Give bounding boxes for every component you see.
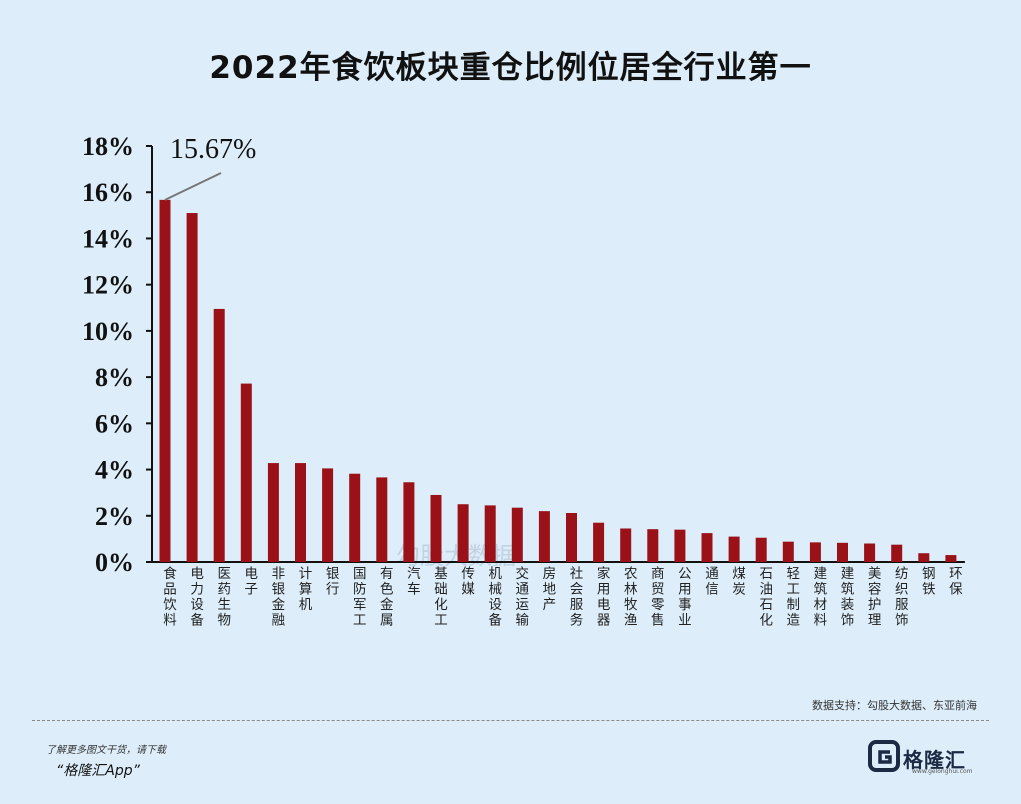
- bar: [295, 463, 306, 562]
- category-label: 电子: [245, 566, 259, 598]
- category-label: 煤炭: [732, 566, 746, 598]
- y-tick-label: 2%: [95, 502, 134, 531]
- bar: [349, 473, 361, 562]
- category-label: 公用事业: [678, 566, 692, 629]
- bar: [484, 505, 496, 562]
- logo-text: 格隆汇: [903, 748, 966, 772]
- bar: [620, 528, 632, 562]
- category-label: 银行: [326, 566, 340, 598]
- bar: [240, 383, 252, 562]
- category-label: 传媒: [461, 566, 475, 598]
- annotation-label: 15.67%: [170, 134, 256, 165]
- watermark-text: 勾股大数据: [396, 542, 516, 570]
- category-label: 食品饮料: [163, 565, 177, 629]
- bar: [891, 544, 903, 562]
- category-label: 电力设备: [190, 566, 204, 629]
- bar-chart: 0% 2% 4% 6% 8% 10% 12% 14% 16% 18% 食品饮料电力设备医药生物电子非…: [82, 132, 965, 629]
- y-tick-label: 12%: [82, 271, 134, 300]
- bar: [566, 513, 577, 562]
- category-label: 建筑装饰: [841, 566, 855, 629]
- category-label: 轻工制造: [787, 566, 801, 629]
- bar: [647, 529, 659, 562]
- logo-subtext: www.gelonghui.com: [912, 768, 973, 775]
- y-tick-label: 18%: [82, 132, 134, 161]
- promo-text: 了解更多图文干货，请下载: [46, 745, 166, 756]
- category-label: 交通运输: [516, 565, 530, 629]
- bar: [511, 507, 523, 562]
- bar: [457, 504, 469, 562]
- category-label: 建筑材料: [814, 566, 828, 629]
- chart-title: 2022年食饮板块重仓比例位居全行业第一: [209, 50, 812, 86]
- bar: [267, 463, 279, 562]
- divider: [32, 720, 989, 721]
- category-label: 国防军工: [353, 566, 367, 629]
- bar: [809, 542, 821, 562]
- bar: [728, 536, 740, 562]
- category-label: 石油石化: [759, 566, 773, 629]
- bar: [701, 533, 713, 562]
- category-label: 社会服务: [570, 566, 584, 629]
- bar: [376, 477, 388, 562]
- bar: [755, 537, 767, 562]
- promo-app-name: “格隆汇App”: [56, 763, 140, 779]
- bar: [945, 555, 957, 562]
- category-label: 房地产: [543, 566, 557, 613]
- y-tick-label: 6%: [95, 409, 134, 438]
- category-label: 商贸零售: [651, 566, 665, 629]
- bar: [864, 543, 876, 562]
- category-label: 通信: [705, 566, 719, 598]
- category-label: 环保: [949, 566, 963, 598]
- category-label: 家用电器: [597, 565, 611, 629]
- gelonghui-logo-icon: [868, 740, 900, 772]
- y-tick-label: 0%: [95, 548, 134, 577]
- bar: [918, 553, 930, 562]
- source-note: 数据支持：勾股大数据、东亚前海: [812, 699, 977, 712]
- bar: [403, 482, 415, 562]
- category-label: 非银金融: [272, 566, 286, 629]
- bar: [593, 522, 605, 562]
- bar: [322, 468, 334, 562]
- category-label: 机械设备: [488, 566, 502, 629]
- category-label: 有色金属: [380, 566, 394, 629]
- category-label: 医药生物: [217, 566, 231, 629]
- bar: [186, 213, 198, 562]
- y-tick-label: 16%: [82, 178, 134, 207]
- watermark: 勾股大数据: [396, 536, 516, 571]
- bar: [213, 308, 225, 562]
- bar: [159, 199, 171, 563]
- bar: [837, 542, 848, 562]
- category-label: 农林牧渔: [624, 566, 638, 629]
- bar: [674, 529, 686, 562]
- annotation-leader-line: [164, 172, 222, 201]
- y-tick-label: 14%: [82, 224, 134, 253]
- y-tick-label: 10%: [82, 317, 134, 346]
- y-tick-label: 8%: [95, 363, 134, 392]
- category-label: 汽车: [407, 566, 421, 598]
- y-tick-label: 4%: [95, 456, 134, 485]
- category-label: 钢铁: [922, 566, 936, 598]
- category-label: 纺织服饰: [895, 566, 909, 629]
- category-label: 基础化工: [434, 565, 448, 629]
- bar: [782, 541, 794, 562]
- bar: [430, 494, 442, 562]
- category-label: 美容护理: [868, 566, 882, 629]
- category-label: 计算机: [299, 566, 313, 613]
- bar: [538, 511, 550, 562]
